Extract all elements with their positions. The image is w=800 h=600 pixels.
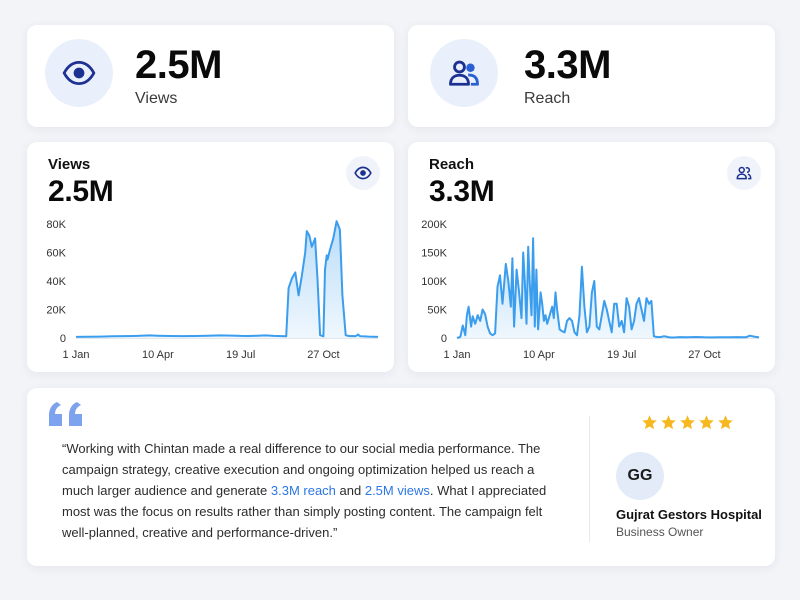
star-icon [699,415,714,430]
y-tick-label: 150K [421,248,447,260]
quote-icon [49,402,82,426]
y-tick-label: 40K [46,276,66,288]
reach-stat-icon-badge [430,39,498,107]
series-line [75,220,379,338]
views-chart-title: Views [48,156,91,173]
series-area [457,238,759,338]
y-tick-label: 200K [421,219,447,231]
views-line-chart: 80K 60K 40K 20K 0 1 Jan 10 Apr 19 Jul 27 Oct [46,219,379,361]
x-tick-label: 10 Apr [142,349,174,361]
star-icon [642,415,657,430]
reach-stat-card: 3.3M Reach [408,25,775,127]
star-icon [661,415,676,430]
reach-highlight: 3.3M reach [270,483,336,498]
star-icon [680,415,695,430]
quote-text-part: “Working with Chintan made a real differ… [62,441,541,498]
y-tick-label: 50K [427,305,447,317]
eye-icon [354,166,372,180]
views-stat-label: Views [135,90,178,107]
y-tick-label: 60K [46,248,66,260]
series-area [76,221,378,338]
views-stat-icon-badge [45,39,113,107]
y-tick-label: 80K [46,219,66,231]
y-tick-label: 0 [60,333,66,345]
views-highlight: 2.5M views [364,483,430,498]
reach-chart-card: Reach 3.3M 200K 150K 100K 50K 0 1 Jan 10 Apr 19… [408,142,775,372]
reach-stat-value: 3.3M [524,43,611,87]
x-tick-label: 19 Jul [607,349,636,361]
reach-chart-icon-badge [727,156,761,190]
x-tick-label: 27 Oct [307,349,339,361]
star-rating [641,414,734,431]
star-icon [718,415,733,430]
users-icon [449,60,479,86]
users-icon [736,166,752,180]
testimonial-divider [589,416,590,542]
quote-text-part: and [335,483,365,498]
avatar: GG [616,452,664,500]
views-stat-value: 2.5M [135,43,222,87]
y-tick-label: 0 [441,333,447,345]
x-tick-label: 27 Oct [688,349,720,361]
x-tick-label: 1 Jan [444,349,471,361]
views-stat-card: 2.5M Views [27,25,394,127]
quote-text-part: . What I appreciated most was the focus … [62,483,547,540]
author-name: Gujrat Gestors Hospital [616,507,762,522]
eye-icon [62,60,96,86]
views-chart-card: Views 2.5M 80K 60K 40K 20K 0 1 Jan 10 Apr 19 Ju… [27,142,394,372]
testimonial-card: “Working with Chintan made a real differ… [27,388,775,566]
reach-chart-value: 3.3M [429,175,495,208]
x-tick-label: 1 Jan [63,349,90,361]
reach-stat-label: Reach [524,90,571,107]
author-role: Business Owner [616,525,704,539]
y-tick-label: 20K [46,305,66,317]
views-chart-icon-badge [346,156,380,190]
x-tick-label: 19 Jul [226,349,255,361]
y-tick-label: 100K [421,276,447,288]
series-line [456,237,760,339]
x-tick-label: 10 Apr [523,349,555,361]
testimonial-quote: “Working with Chintan made a real differ… [62,438,562,543]
reach-chart-title: Reach [429,156,475,173]
reach-line-chart: 200K 150K 100K 50K 0 1 Jan 10 Apr 19 Jul 27 Oct [421,219,760,361]
views-chart-value: 2.5M [48,175,114,208]
